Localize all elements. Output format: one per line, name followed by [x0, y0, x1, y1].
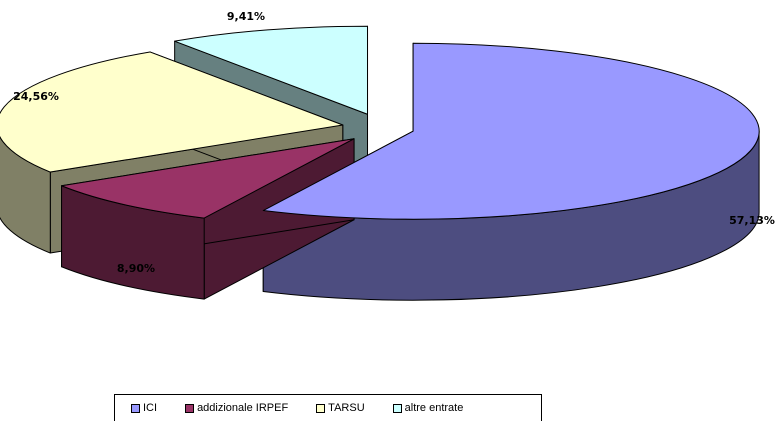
- legend-label-altre-entrate: altre entrate: [404, 402, 464, 414]
- slice-ici: [262, 42, 760, 220]
- legend-item-altre-entrate: altre entrate: [392, 402, 464, 414]
- legend-swatch-ici: [131, 403, 140, 413]
- legend-item-tarsu: TARSU: [316, 402, 365, 414]
- pie-data-labels: 57,13% 8,90% 24,56% 9,41%: [13, 10, 775, 275]
- legend-swatch-altre-entrate: [392, 403, 402, 413]
- data-label-altre-entrate: 9,41%: [227, 10, 265, 23]
- data-label-ici: 57,13%: [729, 214, 775, 227]
- slice-tarsu: [0, 51, 344, 173]
- legend-label-tarsu: TARSU: [328, 402, 365, 414]
- data-label-tarsu: 24,56%: [13, 90, 59, 103]
- legend-swatch-tarsu: [316, 403, 326, 413]
- data-label-addizionale-irpef: 8,90%: [117, 262, 155, 275]
- slice-altre-entrate: [174, 25, 369, 115]
- legend-label-addizionale-irpef: addizionale IRPEF: [197, 402, 289, 414]
- chart-legend: ICI addizionale IRPEF TARSU altre entrate: [114, 394, 542, 421]
- legend-item-ici: ICI: [131, 402, 157, 414]
- legend-label-ici: ICI: [143, 402, 158, 414]
- legend-swatch-addizionale-irpef: [185, 403, 195, 413]
- slice-addizionale-irpef: [61, 138, 355, 219]
- pie-top-faces: [0, 25, 760, 220]
- legend-item-addizionale-irpef: addizionale IRPEF: [185, 402, 288, 414]
